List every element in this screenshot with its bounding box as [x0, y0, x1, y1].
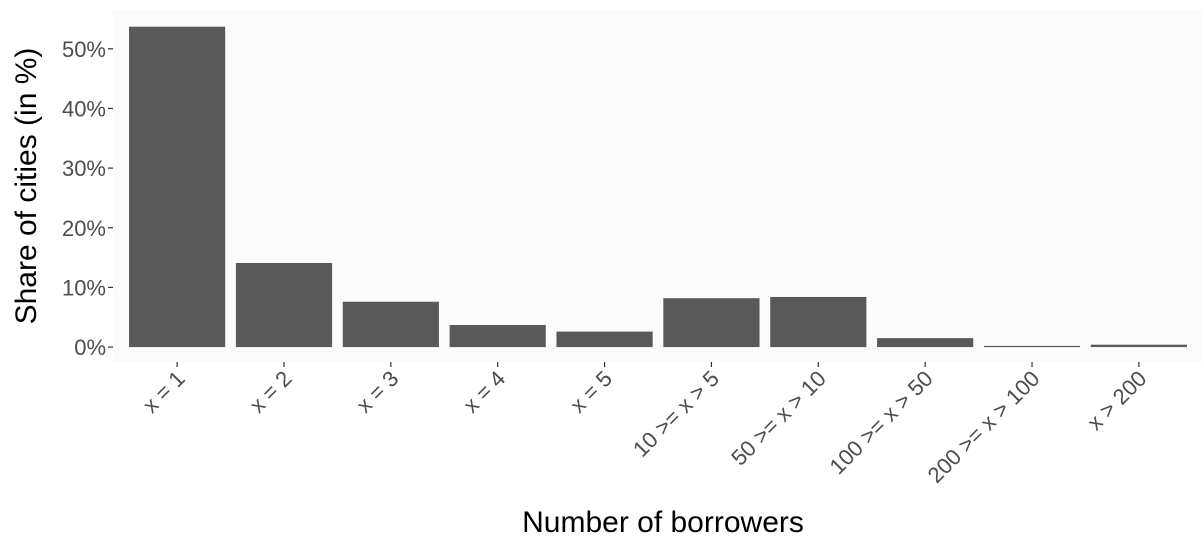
- x-tick-label: 100 >= x > 50: [824, 366, 937, 479]
- bar: [663, 298, 760, 348]
- bar: [342, 301, 439, 348]
- x-tick-label: 50 >= x > 10: [726, 366, 831, 471]
- y-axis-title: Share of cities (in %): [10, 48, 43, 325]
- x-tick-label: x = 5: [565, 366, 617, 418]
- x-tick-label: x = 2: [245, 366, 297, 418]
- bar: [877, 338, 974, 348]
- y-tick-label: 30%: [62, 156, 106, 181]
- bar: [129, 26, 226, 348]
- x-tick-label: 200 >= x > 100: [923, 366, 1045, 488]
- x-tick-label: 10 >= x > 5: [628, 366, 724, 462]
- y-tick-label: 0%: [74, 335, 106, 360]
- y-tick-label: 50%: [62, 37, 106, 62]
- x-tick-label: x > 200: [1082, 366, 1151, 435]
- bar: [983, 345, 1081, 348]
- bar: [556, 331, 653, 348]
- y-tick-label: 20%: [62, 216, 106, 241]
- x-tick-label: x = 3: [352, 366, 404, 418]
- x-axis-title: Number of borrowers: [522, 506, 804, 538]
- bar: [235, 262, 333, 348]
- y-tick-label: 10%: [62, 275, 106, 300]
- bar: [449, 325, 546, 348]
- bar: [770, 296, 867, 348]
- bar: [1090, 344, 1187, 348]
- x-axis: x = 1 x = 2 x = 3 x = 4 x = 5 10 >= x > 5 50 >…: [138, 362, 1151, 488]
- y-tick-label: 40%: [62, 96, 106, 121]
- x-tick-label: x = 4: [458, 366, 510, 418]
- y-axis: 0% 10% 20% 30% 40% 50%: [62, 37, 113, 360]
- x-tick-label: x = 1: [138, 366, 190, 418]
- bars-group: [129, 26, 1187, 348]
